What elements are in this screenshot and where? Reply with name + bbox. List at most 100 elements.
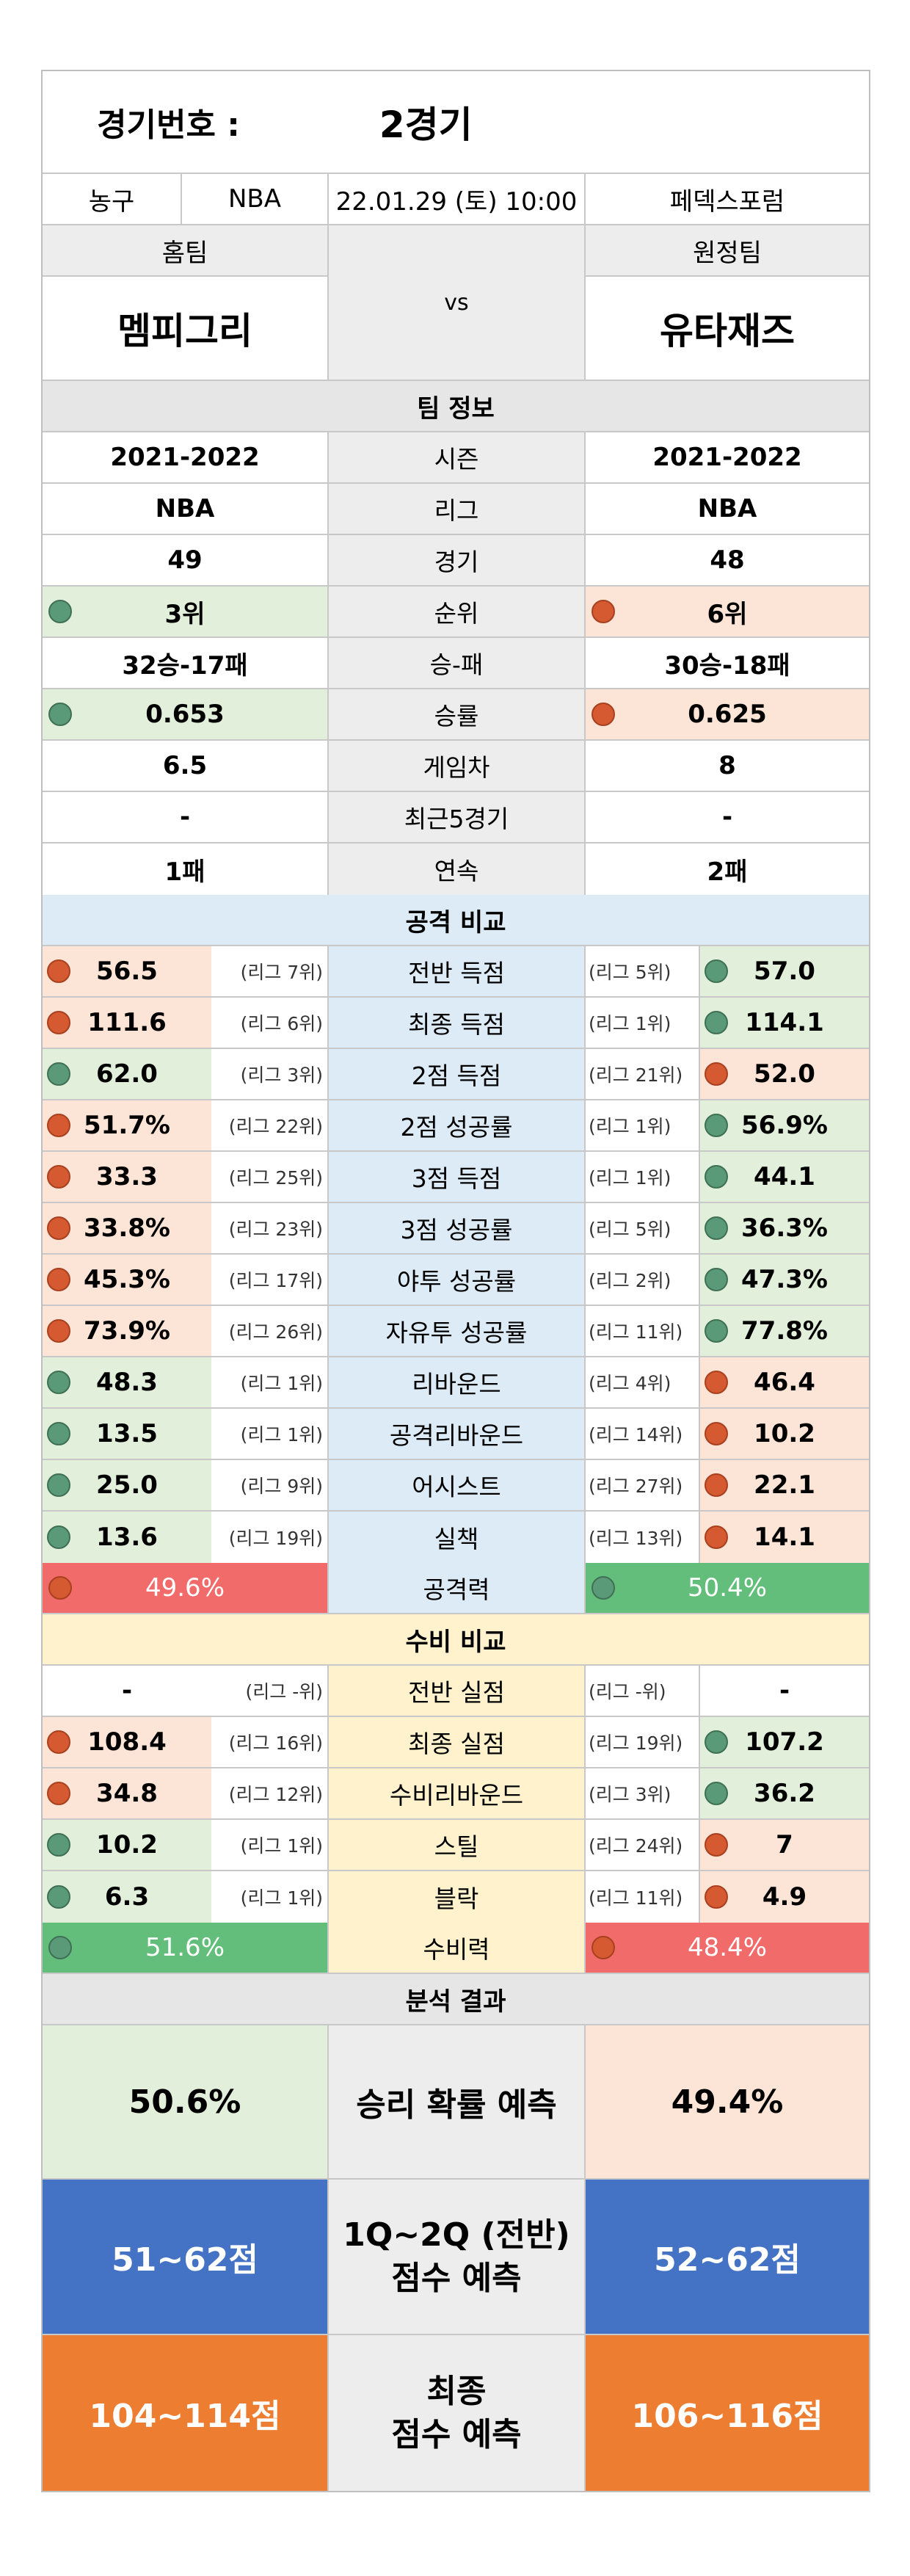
away-stat-value: -: [779, 1676, 790, 1705]
away-stat-rank: (리그 3위): [586, 1768, 700, 1818]
away-stat-value: 10.2: [754, 1419, 815, 1448]
home-value: NBA: [155, 494, 215, 523]
home-stat-value: 13.6: [96, 1523, 158, 1552]
away-stat-cell: 44.1: [700, 1152, 869, 1202]
defense-header: 수비 비교: [43, 1614, 869, 1666]
teams-block: 홈팀 멤피그리 vs 원정팀 유타재즈: [43, 225, 869, 381]
team-info-row: - 최근5경기 -: [43, 792, 869, 843]
away-stat-rank: (리그 5위): [586, 1203, 700, 1253]
home-stat-marker-icon: [47, 1268, 70, 1291]
away-stat-value: 47.3%: [741, 1265, 828, 1294]
home-team-label: 홈팀: [43, 225, 327, 277]
away-stat-cell: 22.1: [700, 1460, 869, 1510]
home-stat-value: 6.3: [104, 1882, 150, 1912]
attack-row: 33.3 (리그 25위) 3점 득점 (리그 1위) 44.1: [43, 1152, 869, 1203]
home-stat-value: 108.4: [87, 1727, 167, 1757]
team-info-label: 경기: [329, 535, 586, 585]
home-stat-value: 34.8: [96, 1779, 158, 1808]
away-stat-value: 52.0: [754, 1059, 815, 1089]
home-stat-value: 33.3: [96, 1162, 158, 1191]
away-stat-rank: (리그 4위): [586, 1357, 700, 1407]
away-stat-cell: 36.3%: [700, 1203, 869, 1253]
home-value: 1패: [164, 857, 205, 887]
away-team-name: 유타재즈: [660, 310, 795, 352]
away-stat-value: 56.9%: [741, 1111, 828, 1140]
home-rank-marker-icon: [48, 703, 72, 726]
attack-title: 공격 비교: [405, 907, 506, 937]
team-info-label: 최근5경기: [329, 792, 586, 842]
home-stat-marker-icon: [47, 1473, 70, 1497]
team-info-label: 시즌: [329, 432, 586, 482]
home-stat-marker-icon: [47, 1216, 70, 1240]
away-stat-cell: 52.0: [700, 1049, 869, 1099]
away-stat-rank: (리그 13위): [586, 1512, 700, 1563]
final-score-label-line2: 점수 예측: [391, 2416, 522, 2453]
home-stat-cell: 13.6: [43, 1512, 211, 1563]
away-stat-rank: (리그 19위): [586, 1717, 700, 1767]
stat-label: 최종 실점: [329, 1717, 586, 1767]
attack-row: 25.0 (리그 9위) 어시스트 (리그 27위) 22.1: [43, 1460, 869, 1512]
power-label: 공격력: [329, 1563, 586, 1613]
away-stat-marker-icon: [705, 1473, 728, 1497]
away-stat-cell: 114.1: [700, 998, 869, 1048]
team-info-row: NBA 리그 NBA: [43, 484, 869, 535]
away-value-cell: 2021-2022: [586, 432, 869, 482]
away-power-marker-icon: [592, 1936, 615, 1959]
away-stat-rank: (리그 11위): [586, 1306, 700, 1356]
home-stat-marker-icon: [47, 1011, 70, 1034]
attack-row: 111.6 (리그 6위) 최종 득점 (리그 1위) 114.1: [43, 998, 869, 1049]
away-stat-marker-icon: [705, 1165, 728, 1189]
away-value: 48: [710, 545, 745, 575]
home-rank-marker-icon: [48, 600, 72, 623]
away-stat-marker-icon: [705, 1114, 728, 1137]
stat-label: 2점 득점: [329, 1049, 586, 1099]
away-value: -: [721, 802, 733, 832]
away-stat-cell: 56.9%: [700, 1100, 869, 1150]
home-stat-cell: 33.3: [43, 1152, 211, 1202]
away-stat-value: 57.0: [754, 957, 815, 986]
stat-label: 공격리바운드: [329, 1409, 586, 1459]
attack-row: 56.5 (리그 7위) 전반 득점 (리그 5위) 57.0: [43, 946, 869, 998]
away-stat-rank: (리그 -위): [586, 1666, 700, 1716]
attack-row: 45.3% (리그 17위) 야투 성공률 (리그 2위) 47.3%: [43, 1255, 869, 1306]
away-stat-value: 14.1: [754, 1523, 815, 1552]
attack-row: 48.3 (리그 1위) 리바운드 (리그 4위) 46.4: [43, 1357, 869, 1409]
home-value: 49: [167, 545, 203, 575]
home-stat-rank: (리그 19위): [211, 1512, 329, 1563]
attack-table: 56.5 (리그 7위) 전반 득점 (리그 5위) 57.0 111.6 (리그 6위) 최…: [43, 946, 869, 1563]
home-stat-marker-icon: [47, 1319, 70, 1343]
league: NBA: [182, 174, 329, 224]
home-stat-value: 10.2: [96, 1830, 158, 1860]
team-info-label: 리그: [329, 484, 586, 534]
vs-label: vs: [329, 225, 586, 380]
analysis-header: 분석 결과: [43, 1974, 869, 2025]
away-value: 2021-2022: [652, 443, 802, 472]
attack-row: 73.9% (리그 26위) 자유투 성공률 (리그 11위) 77.8%: [43, 1306, 869, 1357]
home-value-cell: NBA: [43, 484, 329, 534]
home-value-cell: 3위: [43, 587, 329, 636]
away-final-score: 106~116점: [586, 2335, 869, 2491]
away-stat-cell: 14.1: [700, 1512, 869, 1563]
team-info-label: 순위: [329, 587, 586, 636]
away-stat-marker-icon: [705, 1422, 728, 1445]
away-stat-marker-icon: [705, 1319, 728, 1343]
home-stat-marker-icon: [47, 1782, 70, 1805]
away-stat-rank: (리그 2위): [586, 1255, 700, 1305]
away-value: 0.625: [688, 700, 767, 729]
home-stat-rank: (리그 7위): [211, 946, 329, 996]
team-info-label: 연속: [329, 843, 586, 895]
home-value-cell: 0.653: [43, 689, 329, 739]
home-value-cell: -: [43, 792, 329, 842]
home-stat-rank: (리그 -위): [211, 1666, 329, 1716]
away-stat-marker-icon: [705, 1525, 728, 1549]
home-stat-rank: (리그 12위): [211, 1768, 329, 1818]
away-value: NBA: [697, 494, 757, 523]
away-stat-rank: (리그 1위): [586, 1152, 700, 1202]
home-stat-value: 111.6: [87, 1008, 167, 1037]
away-value: 6위: [707, 599, 748, 629]
stat-label: 최종 득점: [329, 998, 586, 1048]
home-stat-cell: -: [43, 1666, 211, 1716]
home-stat-rank: (리그 26위): [211, 1306, 329, 1356]
home-win-probability: 50.6%: [43, 2025, 329, 2178]
away-stat-marker-icon: [705, 959, 728, 983]
